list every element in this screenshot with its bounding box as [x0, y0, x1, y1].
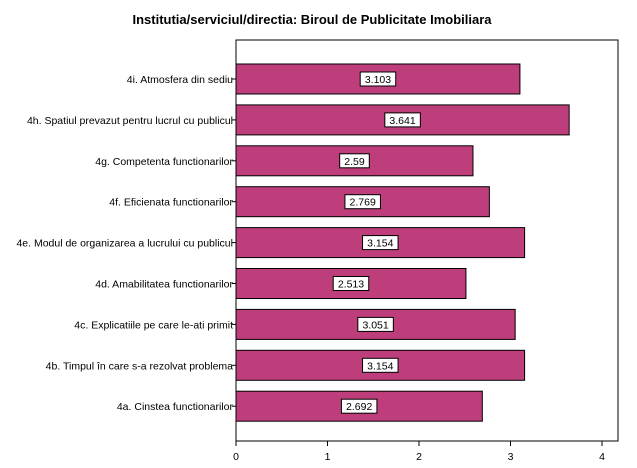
x-tick-label: 2 [416, 451, 422, 463]
data-label: 2.59 [344, 156, 365, 168]
data-label-box [384, 112, 421, 128]
category-label: 4g. Competenta functionarilor [95, 156, 233, 168]
data-label: 3.154 [367, 360, 393, 372]
category-label: 4b. Timpul în care s-a rezolvat problema [46, 360, 233, 372]
x-tick-label: 0 [233, 451, 239, 463]
data-label-box [362, 235, 399, 251]
bar [235, 63, 521, 95]
category-label: 4i. Atmosfera din sediu [127, 74, 233, 86]
category-label: 4d. Amabilitatea functionarilor [95, 279, 233, 291]
bars-group: 3.103 3.641 2.59 2.769 3.154 2.513 3.051 3.154 2… [235, 63, 570, 422]
data-label: 2.513 [338, 279, 364, 291]
category-label: 4h. Spatiul prevazut pentru lucrul cu pu… [27, 115, 233, 127]
data-label: 2.692 [346, 401, 372, 413]
data-label-box [359, 71, 397, 87]
x-tick-label: 1 [325, 451, 331, 463]
category-label: 4a. Cinstea functionarilor [117, 401, 234, 413]
data-label-box [344, 194, 381, 210]
category-labels: 4i. Atmosfera din sediu 4h. Spatiul preva… [16, 74, 236, 413]
x-axis: 0 1 2 3 4 [233, 441, 605, 463]
data-label: 3.051 [362, 319, 388, 331]
data-label: 3.641 [389, 115, 415, 127]
data-label-box [332, 276, 370, 291]
x-tick-label: 4 [599, 451, 605, 463]
chart-title: Institutia/serviciul/directia: Biroul de… [132, 12, 492, 27]
data-label-box [357, 316, 394, 332]
category-label: 4e. Modul de organizarea a lucrului cu p… [16, 238, 233, 250]
data-label-box [362, 357, 399, 373]
data-label: 3.103 [365, 74, 391, 86]
data-label: 3.154 [367, 238, 393, 250]
data-label: 2.769 [350, 197, 376, 209]
category-label: 4c. Explicatiile pe care le-ati primit [74, 319, 233, 331]
category-label: 4f. Eficienata functionarilor [109, 197, 233, 209]
x-tick-label: 3 [508, 451, 514, 463]
data-label-box [339, 153, 370, 169]
data-label-box [340, 398, 378, 414]
